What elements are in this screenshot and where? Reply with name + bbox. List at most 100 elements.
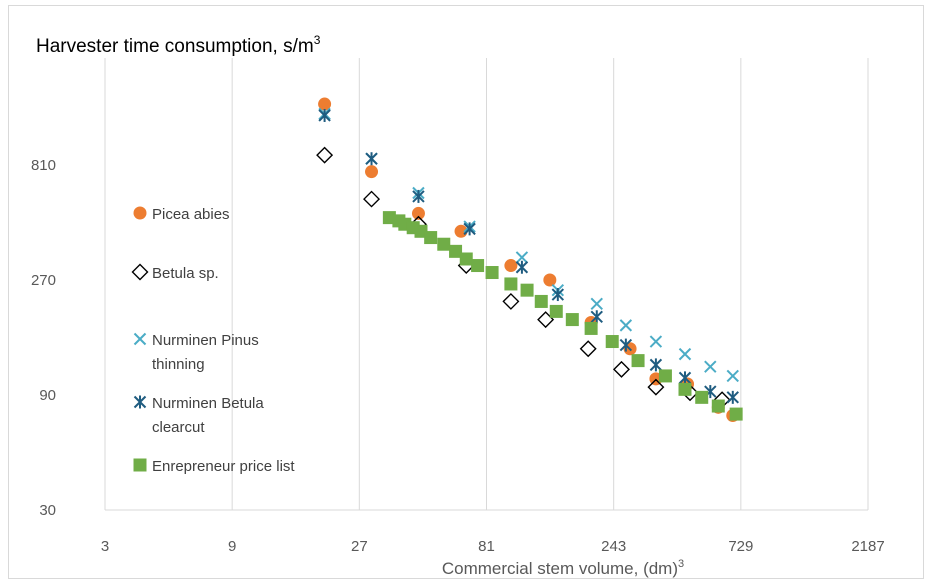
data-point [584, 321, 598, 335]
data-markers [316, 97, 743, 422]
data-point [565, 313, 579, 327]
legend-label: Nurminen Pinus [152, 332, 259, 349]
legend-item: Nurminen Pinus thinning [133, 332, 259, 373]
data-point [695, 390, 709, 404]
data-point [449, 244, 463, 258]
data-point [711, 399, 725, 413]
data-point [590, 310, 603, 324]
data-point [631, 354, 645, 368]
x-tick-label: 729 [728, 538, 753, 555]
x-tick-label: 27 [351, 538, 368, 555]
data-point [515, 251, 529, 264]
legend-item: Betula sp. [131, 263, 219, 282]
data-point [534, 294, 548, 308]
data-point [704, 360, 717, 373]
data-point [726, 390, 739, 404]
data-point [365, 165, 379, 179]
chart-frame [8, 5, 924, 579]
data-point [551, 288, 565, 302]
chart-title-superscript: 3 [314, 33, 321, 47]
data-point [613, 360, 630, 378]
data-point [647, 378, 665, 396]
data-point [471, 259, 485, 273]
legend-marker [133, 458, 147, 472]
x-tick-label: 81 [478, 538, 495, 555]
data-point [316, 146, 334, 164]
marker-stroke [515, 251, 529, 264]
x-axis-label-superscript: 3 [678, 558, 684, 570]
legend-label: Enrepreneur price list [152, 458, 295, 475]
data-point [411, 206, 425, 220]
data-point [424, 231, 438, 245]
legend-label: clearcut [152, 419, 205, 436]
data-point [520, 283, 534, 297]
marker-stroke [649, 335, 663, 348]
data-point [363, 190, 381, 208]
y-tick-labels: 30 90 270 810 [31, 157, 56, 519]
chart-title-text: Harvester time consumption, s/m [36, 36, 314, 57]
y-tick-label: 810 [31, 157, 56, 174]
series-4 [382, 211, 743, 421]
y-tick-label: 90 [39, 387, 56, 404]
data-point [729, 407, 743, 421]
legend-label: Nurminen Betula [152, 395, 264, 412]
gridlines [104, 58, 869, 510]
data-point [726, 369, 739, 383]
data-point [437, 237, 451, 251]
data-point [504, 277, 518, 291]
marker-stroke [726, 369, 739, 383]
data-point [619, 319, 633, 332]
data-point [678, 347, 692, 361]
data-point [459, 252, 473, 266]
x-axis-label: Commercial stem volume, (dm)3 [442, 558, 684, 578]
data-point [649, 358, 663, 372]
data-point [485, 266, 499, 280]
legend-marker [133, 206, 147, 220]
data-point [463, 222, 476, 236]
legend: Picea abies Betula sp. Nurminen Pinus thinn… [131, 206, 295, 475]
data-point [605, 335, 619, 349]
marker-stroke [704, 360, 717, 373]
x-tick-label: 3 [101, 538, 109, 555]
legend-item: Enrepreneur price list [133, 458, 295, 475]
series-1 [316, 146, 731, 409]
legend-marker [131, 263, 149, 281]
marker-stroke [678, 347, 692, 361]
data-point [318, 108, 331, 122]
data-point [649, 335, 663, 348]
x-axis-label-text: Commercial stem volume, (dm) [442, 559, 678, 578]
data-point [678, 371, 692, 385]
x-tick-label: 243 [601, 538, 626, 555]
data-point [318, 97, 332, 111]
legend-label: Betula sp. [152, 265, 219, 282]
x-tick-label: 9 [228, 538, 236, 555]
data-point [543, 273, 557, 287]
data-point [549, 304, 563, 318]
data-point [412, 189, 425, 203]
data-point [590, 297, 603, 311]
data-point [579, 340, 597, 358]
legend-marker [133, 395, 147, 409]
marker-stroke [619, 319, 633, 332]
data-point [515, 260, 529, 274]
data-point [658, 369, 672, 383]
x-tick-labels: 3 9 27 81 243 729 2187 [101, 538, 885, 555]
data-point [502, 292, 520, 310]
legend-label: thinning [152, 356, 205, 373]
series-3 [318, 108, 739, 404]
marker-stroke [133, 332, 147, 346]
y-tick-label: 30 [39, 502, 56, 519]
y-tick-label: 270 [31, 272, 56, 289]
marker-stroke [590, 297, 603, 311]
legend-item: Picea abies [133, 206, 230, 223]
data-point [504, 259, 518, 273]
data-point [365, 152, 378, 166]
x-tick-label: 2187 [851, 538, 884, 555]
legend-label: Picea abies [152, 206, 230, 223]
data-point [678, 382, 692, 396]
legend-item: Nurminen Betula clearcut [133, 395, 264, 436]
data-point [619, 338, 633, 352]
series-2 [318, 107, 739, 383]
chart-title: Harvester time consumption, s/m3 [36, 33, 321, 57]
